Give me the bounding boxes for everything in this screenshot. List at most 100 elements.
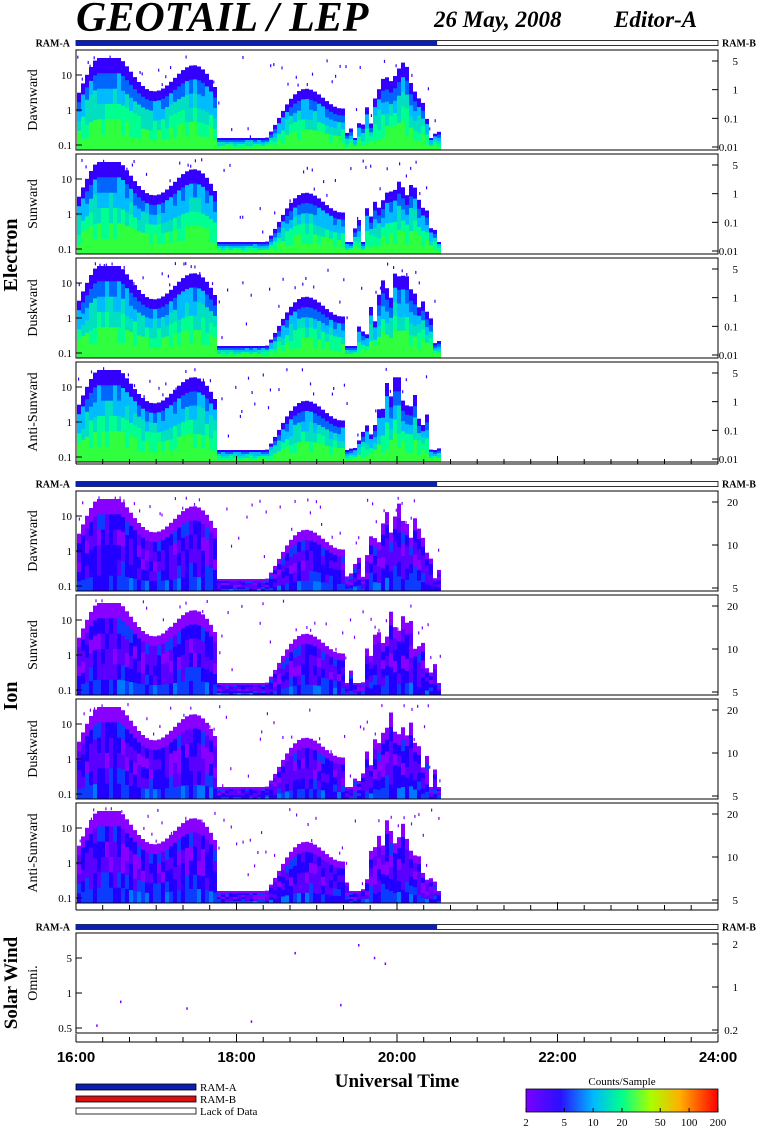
spectrogram-cell	[353, 785, 357, 790]
spectrogram-speck	[155, 839, 157, 843]
spectrogram-cell	[233, 795, 237, 798]
spectrogram-cell	[153, 750, 157, 761]
spectrogram-cell	[85, 411, 89, 425]
spectrogram-cell	[217, 797, 221, 800]
spectrogram-speck	[307, 498, 309, 502]
spectrogram-cell	[141, 631, 145, 643]
spectrogram-cell	[333, 859, 337, 868]
spectrogram-cell	[201, 331, 205, 345]
spectrogram-cell	[77, 433, 81, 444]
spectrogram-cell	[297, 442, 301, 453]
spectrogram-cell	[333, 128, 337, 136]
spectrogram-cell	[77, 770, 81, 781]
spectrogram-cell	[229, 891, 233, 894]
spectrogram-speck	[378, 628, 380, 632]
spectrogram-cell	[185, 81, 189, 96]
spectrogram-cell	[245, 450, 249, 453]
spectrogram-cell	[81, 302, 85, 315]
spectrogram-cell	[429, 451, 433, 455]
spectrogram-cell	[93, 120, 97, 136]
spectrogram-cell	[253, 583, 257, 586]
spectrogram-cell	[193, 239, 197, 255]
spectrogram-cell	[277, 221, 281, 228]
spectrogram-cell	[181, 836, 185, 851]
spectrogram-cell	[253, 587, 257, 590]
spectrogram-cell	[357, 790, 361, 794]
spectrogram-cell	[125, 212, 129, 227]
spectrogram-cell	[137, 557, 141, 569]
spectrogram-cell	[357, 447, 361, 452]
spectrogram-cell	[133, 217, 137, 231]
spectrogram-cell	[421, 555, 425, 565]
spectrogram-cell	[145, 768, 149, 780]
spectrogram-cell	[205, 111, 209, 126]
spectrogram-speck	[235, 385, 237, 389]
spectrogram-cell	[389, 867, 393, 880]
spectrogram-cell	[85, 178, 89, 192]
spectrogram-cell	[369, 782, 373, 789]
spectrogram-cell	[385, 409, 389, 424]
spectrogram-cell	[277, 429, 281, 436]
spectrogram-cell	[257, 579, 261, 582]
spectrogram-cell	[433, 789, 437, 795]
spectrogram-cell	[169, 219, 173, 232]
spectrogram-speck	[375, 409, 377, 413]
spectrogram-cell	[341, 427, 345, 435]
spectrogram-cell	[261, 581, 265, 584]
spectrogram-cell	[297, 675, 301, 686]
spectrogram-cell	[169, 242, 173, 255]
spectrogram-cell	[265, 247, 269, 251]
spectrogram-speck	[343, 278, 345, 282]
spectrogram-cell	[329, 560, 333, 569]
spectrogram-cell	[317, 866, 321, 876]
spectrogram-cell	[365, 342, 369, 347]
spectrogram-cell	[157, 308, 161, 319]
spectrogram-speck	[323, 180, 325, 184]
spectrogram-cell	[245, 350, 249, 353]
spectrogram-cell	[437, 689, 441, 692]
spectrogram-cell	[105, 811, 109, 827]
spectrogram-cell	[177, 411, 181, 425]
spectrogram-cell	[385, 685, 389, 696]
spectrogram-cell	[373, 664, 377, 676]
spectrogram-cell	[129, 175, 133, 190]
spectrogram-cell	[309, 119, 313, 131]
spectrogram-speck	[311, 168, 313, 172]
spectrogram-cell	[305, 644, 309, 655]
spectrogram-cell	[357, 444, 361, 449]
spectrogram-cell	[273, 794, 277, 800]
spectrogram-cell	[329, 142, 333, 151]
spectrogram-cell	[369, 315, 373, 325]
spectrogram-cell	[361, 781, 365, 787]
spectrogram-speck	[94, 262, 96, 266]
spectrogram-cell	[93, 873, 97, 889]
spectrogram-cell	[237, 146, 241, 149]
spectrogram-cell	[141, 663, 145, 675]
spectrogram-cell	[373, 564, 377, 574]
spectrogram-cell	[369, 235, 373, 242]
spectrogram-cell	[425, 899, 429, 904]
spectrogram-cell	[129, 227, 133, 242]
spectrogram-cell	[145, 233, 149, 245]
spectrogram-cell	[301, 441, 305, 453]
spectrogram-cell	[209, 832, 213, 845]
spectrogram-cell	[273, 578, 277, 584]
spectrogram-cell	[209, 752, 213, 765]
spectrogram-cell	[205, 385, 209, 399]
spectrogram-cell	[417, 678, 421, 688]
spectrogram-cell	[289, 124, 293, 134]
spectrogram-cell	[145, 327, 149, 339]
spectrogram-cell	[161, 684, 165, 696]
spectrogram-cell	[241, 899, 245, 902]
spectrogram-cell	[181, 395, 185, 410]
left-tick-label: 0.1	[58, 452, 72, 464]
spectrogram-cell	[105, 266, 109, 282]
spectrogram-cell	[161, 243, 165, 255]
spectrogram-cell	[177, 631, 181, 645]
spectrogram-cell	[241, 248, 245, 251]
spectrogram-cell	[405, 646, 409, 660]
spectrogram-cell	[197, 743, 201, 758]
spectrogram-cell	[153, 769, 157, 780]
spectrogram-cell	[297, 318, 301, 329]
spectrogram-cell	[365, 425, 369, 432]
